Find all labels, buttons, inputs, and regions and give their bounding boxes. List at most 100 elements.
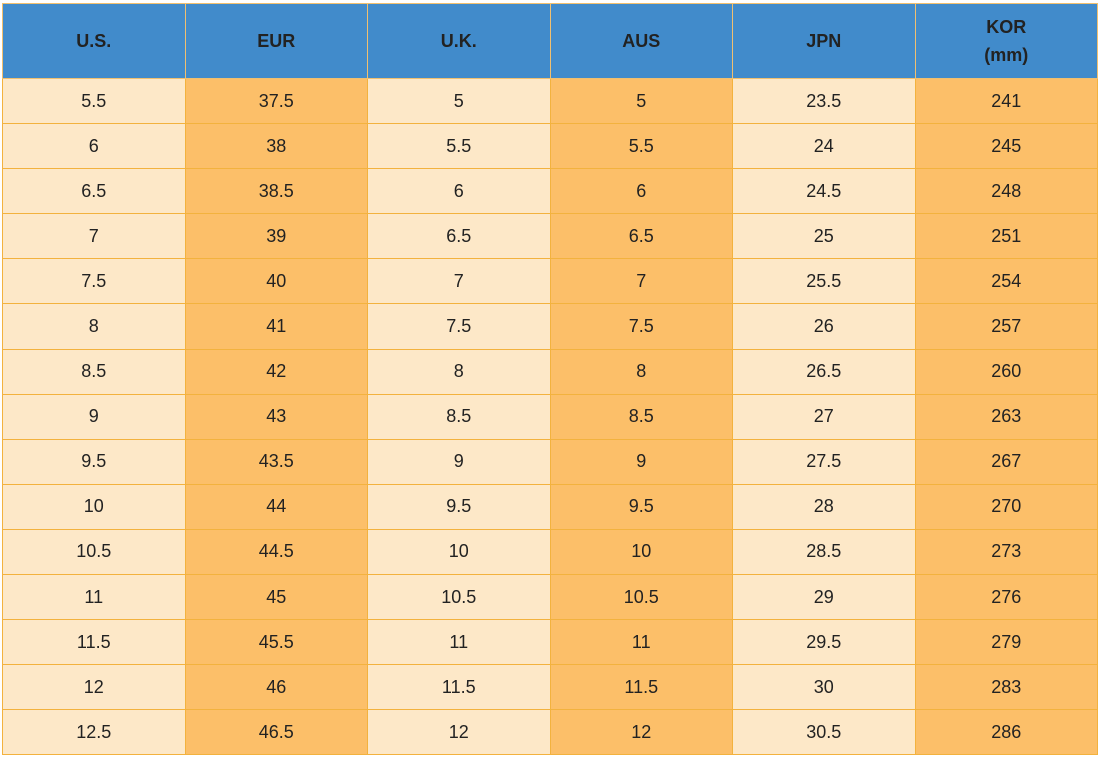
table-cell: 6.5 [549, 213, 733, 260]
column-header: JPN [732, 3, 916, 79]
table-cell: 28 [732, 483, 916, 530]
table-cell: 9.5 [367, 483, 551, 530]
table-cell: 29 [732, 574, 916, 621]
table-row: 12 46 11.5 11.5 30 283 [2, 664, 1098, 711]
table-cell: 279 [914, 619, 1098, 666]
table-cell: 8.5 [367, 393, 551, 440]
table-cell: 6.5 [367, 213, 551, 260]
table-cell: 46.5 [184, 709, 368, 756]
table-cell: 12 [549, 709, 733, 756]
table-cell: 12 [2, 664, 186, 711]
table-cell: 44 [184, 483, 368, 530]
table-cell: 276 [914, 574, 1098, 621]
table-cell: 9 [367, 438, 551, 485]
header-row: U.S. EUR U.K. AUS JPN KOR (mm) [2, 3, 1098, 79]
table-cell: 11.5 [367, 664, 551, 711]
table-cell: 273 [914, 528, 1098, 576]
table-row: 7 39 6.5 6.5 25 251 [2, 213, 1098, 260]
table-cell: 44.5 [184, 528, 368, 576]
table-cell: 23.5 [732, 77, 916, 125]
table-cell: 12 [367, 709, 551, 756]
table-row: 5.5 37.5 5 5 23.5 241 [2, 77, 1098, 125]
table-cell: 9.5 [2, 438, 186, 485]
table-cell: 241 [914, 77, 1098, 125]
table-cell: 27.5 [732, 438, 916, 485]
table-cell: 8 [549, 348, 733, 395]
table-row: 9 43 8.5 8.5 27 263 [2, 393, 1098, 440]
table-cell: 42 [184, 348, 368, 395]
table-cell: 24 [732, 123, 916, 170]
table-cell: 30 [732, 664, 916, 711]
table-row: 10 44 9.5 9.5 28 270 [2, 483, 1098, 530]
table-cell: 11.5 [549, 664, 733, 711]
table-cell: 10.5 [549, 574, 733, 621]
table-cell: 283 [914, 664, 1098, 711]
table-cell: 5 [549, 77, 733, 125]
table-row: 11.5 45.5 11 11 29.5 279 [2, 619, 1098, 666]
table-cell: 7.5 [549, 303, 733, 350]
table-cell: 245 [914, 123, 1098, 170]
table-cell: 6.5 [2, 168, 186, 215]
table-cell: 29.5 [732, 619, 916, 666]
table-cell: 10.5 [2, 528, 186, 576]
table-cell: 6 [2, 123, 186, 170]
column-header: U.S. [2, 3, 186, 79]
table-cell: 26.5 [732, 348, 916, 395]
table-cell: 26 [732, 303, 916, 350]
table-cell: 24.5 [732, 168, 916, 215]
table-cell: 254 [914, 258, 1098, 305]
column-header: EUR [184, 3, 368, 79]
table-row: 9.5 43.5 9 9 27.5 267 [2, 438, 1098, 485]
table-row: 10.5 44.5 10 10 28.5 273 [2, 528, 1098, 576]
table-cell: 8 [367, 348, 551, 395]
table-row: 6.5 38.5 6 6 24.5 248 [2, 168, 1098, 215]
table-cell: 9.5 [549, 483, 733, 530]
table-row: 12.5 46.5 12 12 30.5 286 [2, 709, 1098, 756]
table-cell: 25 [732, 213, 916, 260]
table-cell: 43.5 [184, 438, 368, 485]
table-cell: 45 [184, 574, 368, 621]
table-cell: 270 [914, 483, 1098, 530]
table-cell: 5.5 [549, 123, 733, 170]
table-cell: 10 [549, 528, 733, 576]
table-cell: 7 [367, 258, 551, 305]
table-header: U.S. EUR U.K. AUS JPN KOR (mm) [2, 3, 1098, 79]
table-cell: 11.5 [2, 619, 186, 666]
table-cell: 5.5 [2, 77, 186, 125]
table-cell: 11 [549, 619, 733, 666]
table-cell: 7 [549, 258, 733, 305]
table-cell: 10 [367, 528, 551, 576]
table-cell: 7.5 [367, 303, 551, 350]
table-cell: 248 [914, 168, 1098, 215]
table-row: 7.5 40 7 7 25.5 254 [2, 258, 1098, 305]
table-cell: 5 [367, 77, 551, 125]
table-cell: 43 [184, 393, 368, 440]
table-cell: 5.5 [367, 123, 551, 170]
table-cell: 38.5 [184, 168, 368, 215]
table-cell: 38 [184, 123, 368, 170]
table-cell: 28.5 [732, 528, 916, 576]
table-row: 6 38 5.5 5.5 24 245 [2, 123, 1098, 170]
table-cell: 11 [2, 574, 186, 621]
table-cell: 6 [367, 168, 551, 215]
table-body: 5.5 37.5 5 5 23.5 241 6 38 5.5 5.5 24 245 6.5 38.5 6 6 2… [2, 77, 1098, 756]
table-cell: 286 [914, 709, 1098, 756]
table-row: 8.5 42 8 8 26.5 260 [2, 348, 1098, 395]
table-cell: 10.5 [367, 574, 551, 621]
table-cell: 251 [914, 213, 1098, 260]
table-cell: 9 [549, 438, 733, 485]
size-table: U.S. EUR U.K. AUS JPN KOR (mm) 5.5 37.5 5 5 23.5 2… [2, 3, 1098, 756]
table-cell: 6 [549, 168, 733, 215]
table-cell: 8 [2, 303, 186, 350]
table-cell: 263 [914, 393, 1098, 440]
table-cell: 41 [184, 303, 368, 350]
column-header: U.K. [367, 3, 551, 79]
table-row: 11 45 10.5 10.5 29 276 [2, 574, 1098, 621]
table-cell: 25.5 [732, 258, 916, 305]
table-cell: 267 [914, 438, 1098, 485]
column-header: AUS [549, 3, 733, 79]
column-header: KOR (mm) [914, 3, 1098, 79]
table-cell: 40 [184, 258, 368, 305]
table-cell: 257 [914, 303, 1098, 350]
